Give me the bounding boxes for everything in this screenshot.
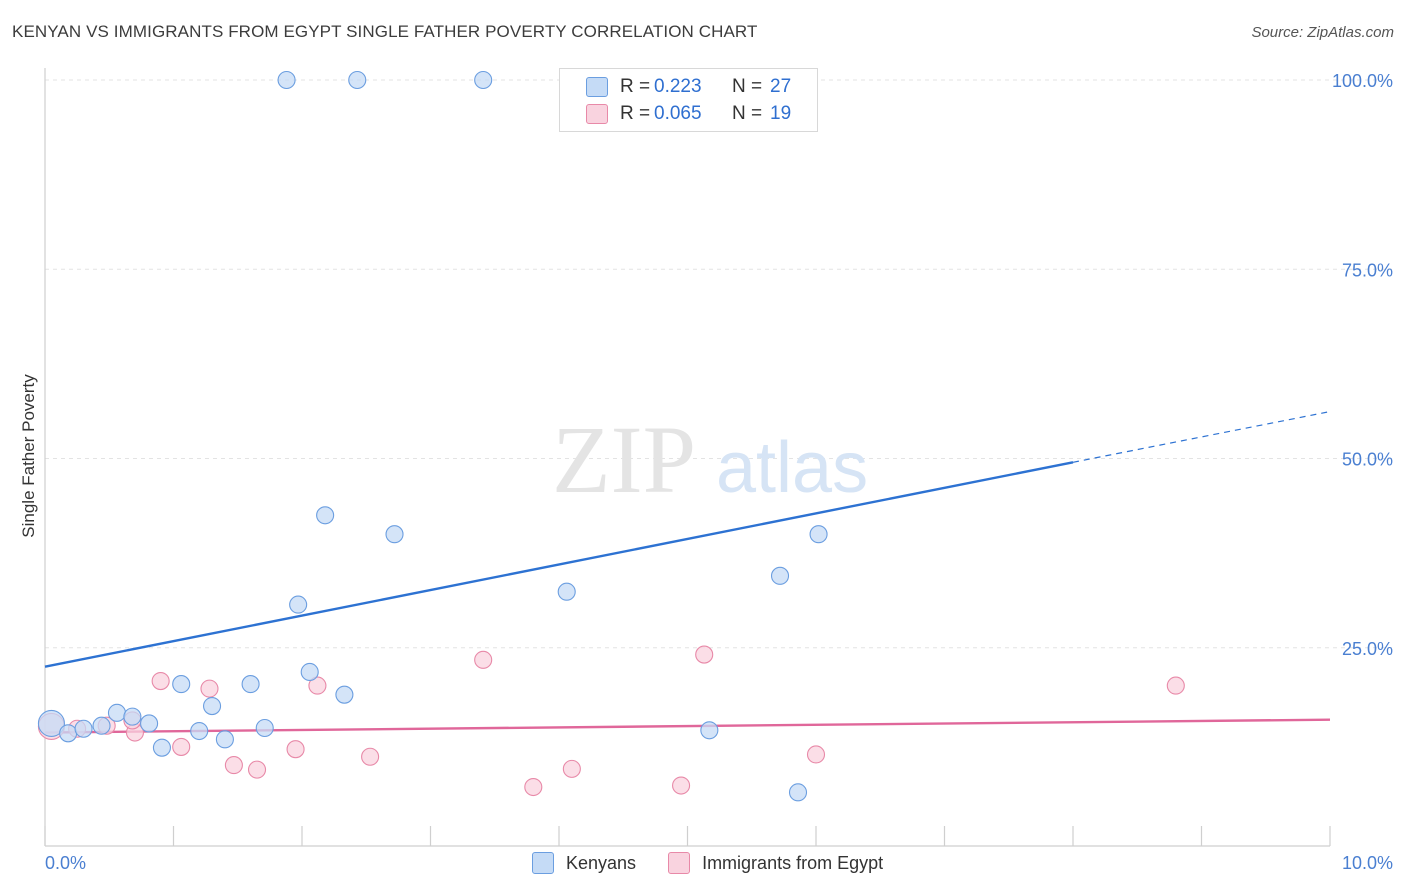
point-kenyans (700, 721, 719, 740)
x-tick-label: 0.0% (45, 853, 86, 873)
point-kenyans (316, 506, 335, 525)
point-kenyans (335, 685, 354, 704)
point-egypt (247, 760, 267, 779)
point-egypt (361, 747, 380, 766)
point-kenyans (172, 675, 191, 694)
point-kenyans (300, 662, 319, 682)
point-kenyans (348, 70, 367, 90)
point-kenyans (59, 724, 78, 743)
point-egypt (672, 776, 691, 795)
point-egypt (1166, 676, 1185, 695)
point-egypt (286, 740, 305, 759)
r-label: R = (620, 76, 651, 97)
point-kenyans (809, 525, 828, 544)
axes (44, 68, 1331, 847)
y-tick-label: 100.0% (1332, 71, 1393, 91)
y-axis-label: Single Father Poverty (19, 374, 38, 538)
point-kenyans (385, 525, 404, 544)
watermark: ZIP atlas (552, 406, 868, 513)
point-egypt (474, 650, 493, 669)
r-label: R = (620, 103, 651, 124)
trend-line-kenyans (44, 461, 1074, 668)
y-tick-label: 50.0% (1342, 450, 1393, 470)
data-points (37, 70, 1185, 802)
point-kenyans (255, 718, 274, 738)
point-kenyans (277, 70, 296, 90)
tick-labels: 25.0% 50.0% 75.0% 100.0% 0.0% 10.0% (45, 71, 1393, 873)
point-kenyans (74, 719, 93, 738)
watermark-atlas: atlas (716, 428, 868, 508)
point-kenyans (37, 709, 65, 738)
stats-legend: R = 0.223 N = 27 R = 0.065 N = 19 (559, 68, 818, 132)
n-value: 27 (770, 76, 792, 97)
point-kenyans (152, 738, 171, 757)
point-egypt (562, 759, 581, 778)
point-kenyans (557, 582, 576, 601)
chart-title: KENYAN VS IMMIGRANTS FROM EGYPT SINGLE F… (12, 22, 758, 41)
point-kenyans (92, 716, 111, 735)
point-egypt (695, 645, 714, 664)
y-tick-label: 75.0% (1342, 260, 1393, 280)
watermark-zip: ZIP (552, 406, 696, 513)
point-kenyans (289, 595, 308, 614)
legend-swatch-kenyans (586, 77, 608, 97)
point-egypt (151, 672, 170, 691)
point-kenyans (241, 675, 260, 694)
point-egypt (806, 745, 826, 764)
legend-swatch-egypt (586, 104, 608, 124)
legend-row-egypt: R = 0.065 N = 19 (586, 101, 791, 127)
point-egypt (224, 756, 243, 775)
legend-swatch-kenyans (532, 852, 554, 874)
legend-label-kenyans: Kenyans (566, 852, 637, 873)
x-tick-label: 10.0% (1342, 853, 1393, 873)
point-kenyans (203, 696, 222, 716)
legend-row-kenyans: R = 0.223 N = 27 (586, 74, 791, 100)
legend-item-kenyans[interactable]: Kenyans (532, 852, 636, 874)
point-egypt (308, 676, 327, 695)
point-kenyans (788, 783, 808, 802)
point-kenyans (215, 730, 234, 749)
y-tick-label: 25.0% (1342, 639, 1393, 659)
point-egypt (200, 679, 219, 698)
legend-label-egypt: Immigrants from Egypt (702, 852, 884, 873)
point-egypt (172, 737, 191, 756)
point-kenyans (107, 703, 127, 722)
r-value: 0.065 (654, 103, 702, 124)
point-kenyans (190, 721, 209, 741)
series-legend: Kenyans Immigrants from Egypt (532, 852, 915, 874)
legend-item-egypt[interactable]: Immigrants from Egypt (668, 852, 883, 874)
legend-swatch-egypt (668, 852, 691, 874)
source-label: Source: ZipAtlas.com (1251, 24, 1394, 41)
n-label: N = (732, 103, 763, 124)
point-kenyans (474, 70, 493, 90)
point-kenyans (770, 566, 790, 585)
grid-lines (45, 79, 1392, 649)
point-kenyans (140, 714, 159, 733)
n-value: 19 (770, 103, 792, 124)
point-kenyans (123, 707, 142, 726)
trend-line-kenyans-extension (1072, 410, 1331, 463)
trend-line-egypt (44, 718, 1331, 734)
n-label: N = (732, 76, 763, 97)
point-egypt (524, 777, 543, 797)
r-value: 0.223 (654, 76, 702, 97)
